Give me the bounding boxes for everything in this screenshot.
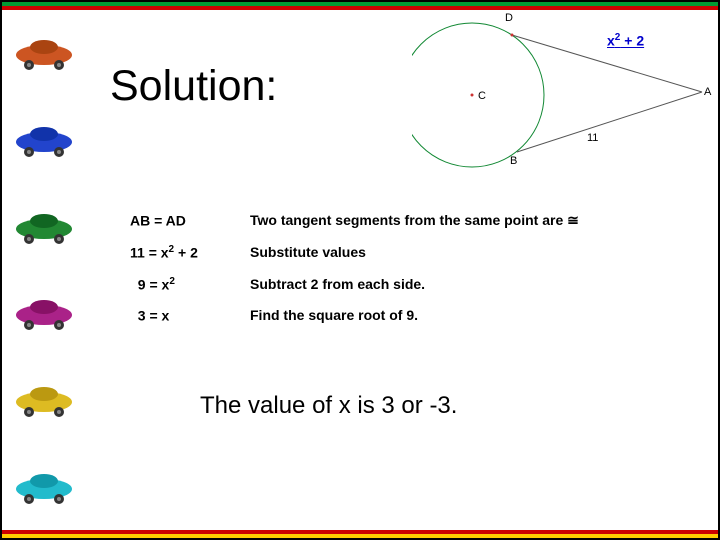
car-icon-2 — [13, 122, 75, 158]
conclusion: The value of x is 3 or -3. — [200, 392, 457, 420]
car-icon-1 — [13, 35, 75, 71]
diagram-svg — [412, 10, 712, 170]
step-left-post: + 2 — [174, 245, 198, 261]
step-row: 9 = x2 Subtract 2 from each side. — [130, 276, 579, 293]
slide: Solution: D A C B 11 x2 + 2 AB = AD Two … — [0, 0, 720, 540]
step-left: 11 = x2 + 2 — [130, 244, 250, 261]
tangent-label: x2 + 2 — [607, 32, 644, 49]
label-C: C — [478, 90, 486, 102]
step-row: 3 = x Find the square root of 9. — [130, 307, 579, 324]
step-row: 11 = x2 + 2 Substitute values — [130, 244, 579, 261]
car-icon-5 — [13, 382, 75, 418]
label-B: B — [510, 155, 517, 167]
car-icon-6 — [13, 469, 75, 505]
car-icon-3 — [13, 209, 75, 245]
steps: AB = AD Two tangent segments from the sa… — [130, 212, 579, 339]
label-11: 11 — [587, 132, 598, 144]
tangent-suffix: + 2 — [620, 33, 644, 49]
step-left-pre: 11 = x — [130, 245, 169, 261]
step-right: Find the square root of 9. — [250, 307, 418, 324]
diagram: D A C B 11 x2 + 2 — [412, 10, 712, 170]
bottom-border-yellow — [2, 534, 718, 538]
step-right: Subtract 2 from each side. — [250, 276, 425, 293]
car-icon-4 — [13, 295, 75, 331]
label-A: A — [704, 86, 711, 98]
step-row: AB = AD Two tangent segments from the sa… — [130, 212, 579, 229]
step-right: Two tangent segments from the same point… — [250, 212, 579, 229]
step-left-pre: 9 = x — [130, 276, 169, 292]
step-left-pre: 3 = x — [130, 308, 169, 324]
car-strip — [4, 10, 84, 530]
step-right: Substitute values — [250, 244, 366, 261]
step-left: AB = AD — [130, 212, 250, 229]
step-left-pre: AB = AD — [130, 213, 186, 229]
step-left: 3 = x — [130, 307, 250, 324]
tangent-x: x — [607, 33, 615, 49]
step-left: 9 = x2 — [130, 276, 250, 293]
title: Solution: — [110, 62, 277, 111]
label-D: D — [505, 12, 513, 24]
step-left-sup: 2 — [169, 276, 175, 287]
